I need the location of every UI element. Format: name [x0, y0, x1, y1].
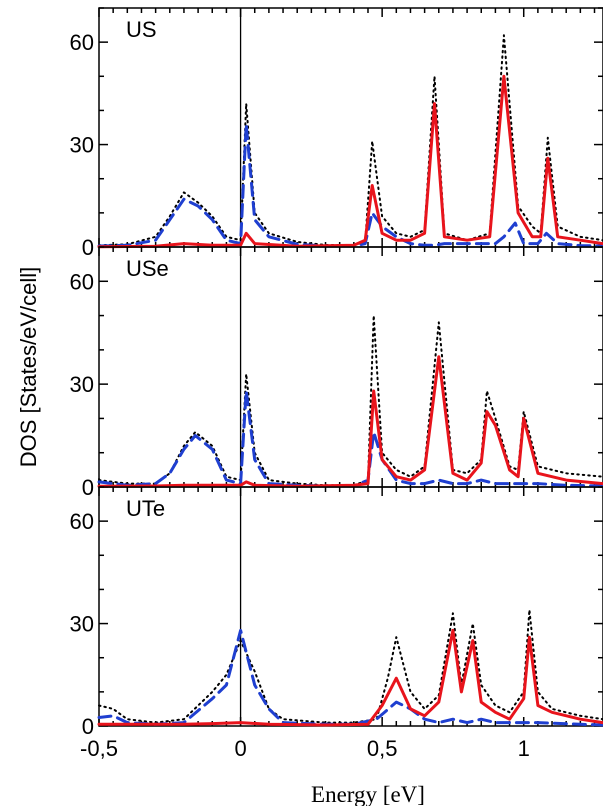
- panel-label: USe: [126, 256, 169, 281]
- panel-ute: 0 30 60 UTe: [70, 486, 603, 739]
- y-tick-label: 30: [70, 133, 94, 158]
- panel-us: 0 30 60 US: [70, 7, 603, 260]
- panel-frame: [98, 486, 603, 727]
- series-red-line: [97, 628, 603, 727]
- y-tick-label: 30: [70, 372, 94, 397]
- panel-label: UTe: [126, 496, 165, 521]
- series-blue-line: [97, 628, 603, 727]
- x-axis-title: Energy [eV]: [311, 782, 425, 806]
- series-total-line: [98, 314, 603, 487]
- y-tick-label: 60: [70, 269, 94, 294]
- x-tick-label: 1: [518, 736, 530, 761]
- y-axis-title: DOS [States/eV/cell]: [16, 267, 41, 468]
- y-tick-label: 0: [82, 235, 94, 260]
- series-blue-line: [97, 122, 603, 248]
- x-tick-label: 0,5: [367, 736, 398, 761]
- y-tick-label: 60: [70, 30, 94, 55]
- x-tick-label: -0,5: [80, 736, 118, 761]
- panel-frame: [98, 7, 603, 248]
- panel-label: US: [126, 17, 157, 42]
- series-red-line: [97, 74, 603, 249]
- panel-use: 0 30 60 USe: [70, 246, 603, 500]
- series-total-line: [98, 34, 603, 247]
- y-tick-label: 60: [70, 509, 94, 534]
- y-tick-label: 0: [82, 475, 94, 500]
- panel-frame: [98, 246, 603, 488]
- series-total-line: [98, 608, 603, 724]
- y-tick-label: 0: [82, 714, 94, 739]
- series-red-line: [97, 355, 603, 488]
- x-tick-label: 0: [234, 736, 246, 761]
- y-tick-label: 30: [70, 612, 94, 637]
